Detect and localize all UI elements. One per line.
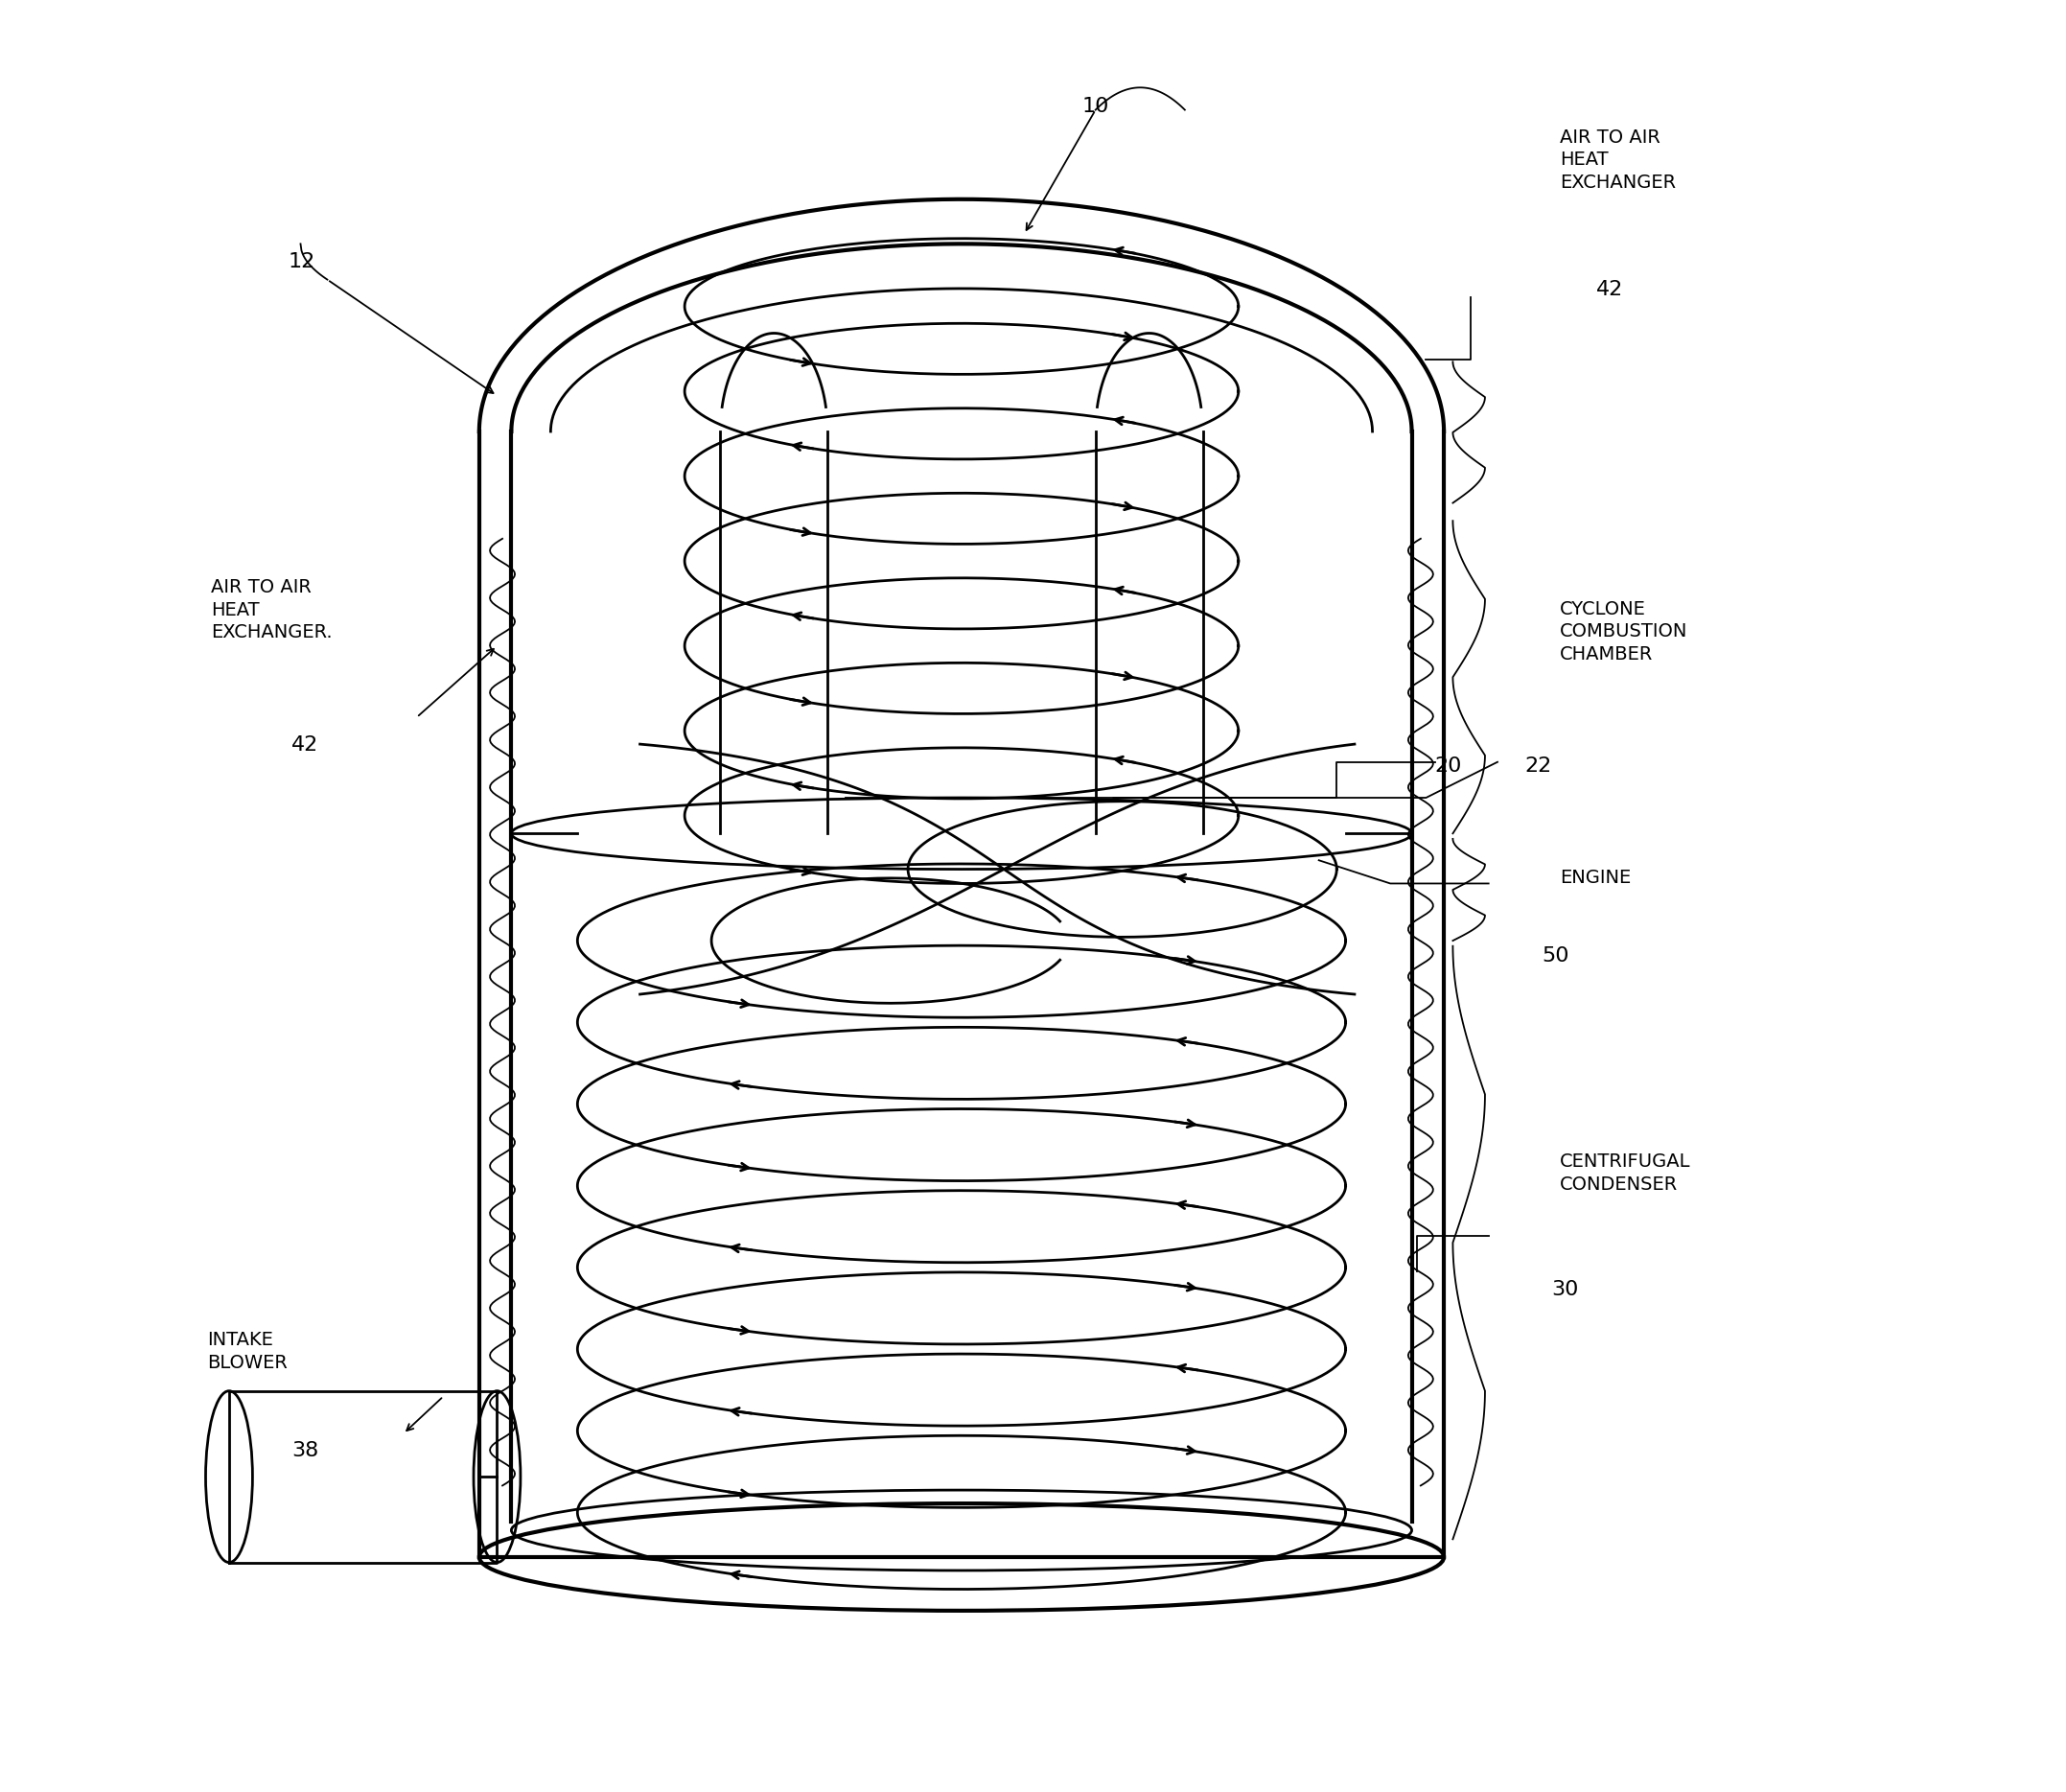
Text: AIR TO AIR
HEAT
EXCHANGER.: AIR TO AIR HEAT EXCHANGER.: [211, 579, 333, 642]
Text: 42: 42: [1595, 280, 1622, 299]
Text: 22: 22: [1525, 756, 1552, 776]
Text: CYCLONE
COMBUSTION
CHAMBER: CYCLONE COMBUSTION CHAMBER: [1560, 600, 1688, 663]
Text: 12: 12: [287, 253, 316, 271]
Text: 30: 30: [1552, 1279, 1578, 1299]
Text: INTAKE
BLOWER: INTAKE BLOWER: [209, 1331, 287, 1373]
Text: 42: 42: [291, 735, 318, 754]
Text: ENGINE: ENGINE: [1560, 869, 1632, 887]
Text: 10: 10: [1083, 97, 1109, 116]
Text: 50: 50: [1541, 946, 1570, 966]
Text: 38: 38: [291, 1441, 318, 1460]
Text: AIR TO AIR
HEAT
EXCHANGER: AIR TO AIR HEAT EXCHANGER: [1560, 129, 1676, 192]
Text: 20: 20: [1436, 756, 1463, 776]
Text: CENTRIFUGAL
CONDENSER: CENTRIFUGAL CONDENSER: [1560, 1152, 1690, 1193]
